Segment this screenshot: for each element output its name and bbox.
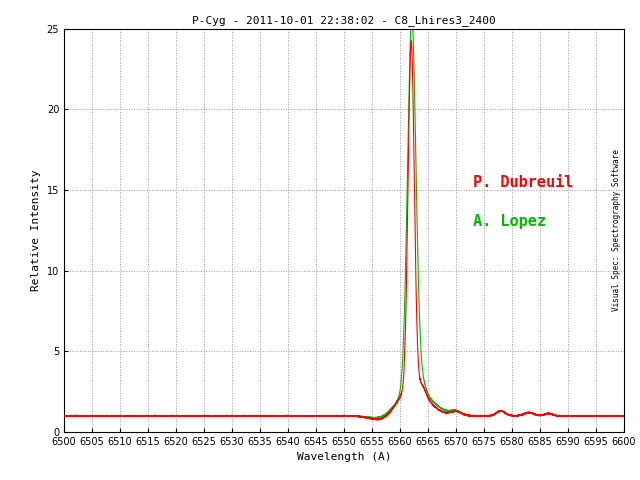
Y-axis label: Relative Intensity: Relative Intensity	[31, 169, 41, 291]
Text: Visual Spec: Spectrography Software: Visual Spec: Spectrography Software	[612, 149, 621, 312]
Text: P. Dubreuil: P. Dubreuil	[473, 175, 573, 190]
X-axis label: Wavelength (A): Wavelength (A)	[297, 453, 391, 462]
Text: A. Lopez: A. Lopez	[473, 214, 546, 228]
Title: P-Cyg - 2011-10-01 22:38:02 - C8_Lhires3_2400: P-Cyg - 2011-10-01 22:38:02 - C8_Lhires3…	[192, 15, 496, 26]
